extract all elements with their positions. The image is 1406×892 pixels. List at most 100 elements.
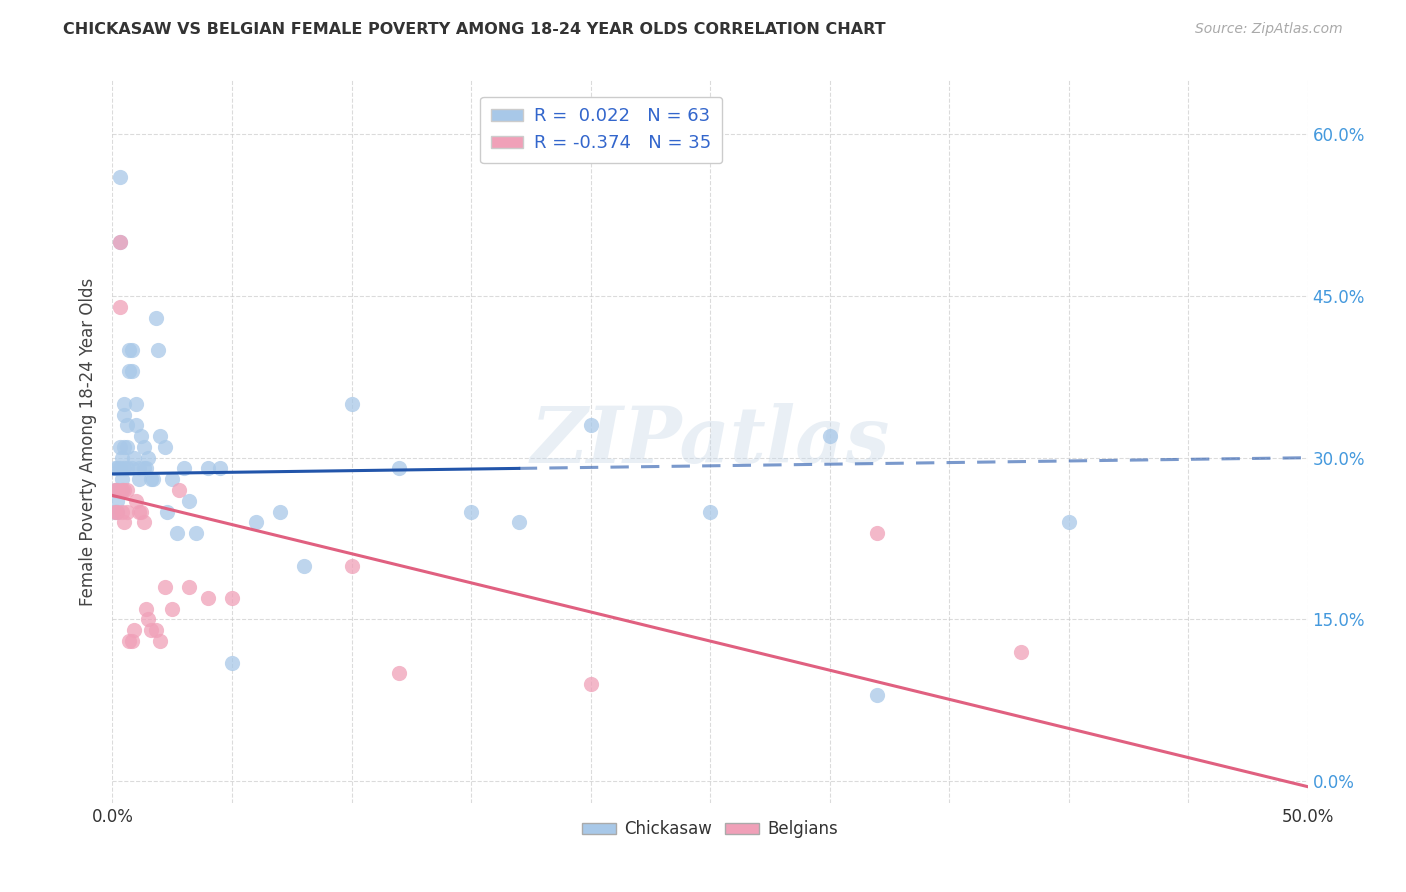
Point	[128, 472, 150, 486]
Point	[118, 634, 141, 648]
Point	[579, 418, 602, 433]
Point	[340, 558, 363, 573]
Point	[104, 483, 127, 497]
Point	[818, 429, 841, 443]
Point	[115, 418, 138, 433]
Point	[177, 493, 200, 508]
Point	[292, 558, 315, 573]
Point	[104, 505, 127, 519]
Point	[122, 624, 145, 638]
Point	[114, 408, 135, 422]
Point	[209, 461, 232, 475]
Point	[121, 461, 143, 475]
Point	[115, 483, 138, 497]
Point	[579, 677, 602, 691]
Point	[105, 461, 128, 475]
Point	[111, 450, 134, 465]
Point	[197, 591, 219, 605]
Point	[135, 601, 157, 615]
Point	[388, 666, 411, 681]
Point	[118, 364, 141, 378]
Point	[105, 505, 128, 519]
Point	[508, 516, 530, 530]
Point	[105, 493, 128, 508]
Point	[340, 397, 363, 411]
Point	[108, 461, 131, 475]
Point	[122, 450, 145, 465]
Point	[138, 450, 160, 465]
Point	[108, 170, 131, 185]
Point	[866, 688, 889, 702]
Point	[104, 483, 127, 497]
Point	[115, 440, 138, 454]
Point	[135, 461, 157, 475]
Point	[125, 418, 148, 433]
Point	[245, 516, 267, 530]
Point	[105, 483, 128, 497]
Point	[173, 461, 195, 475]
Point	[121, 364, 143, 378]
Point	[125, 397, 148, 411]
Point	[221, 591, 243, 605]
Point	[139, 472, 162, 486]
Point	[166, 526, 188, 541]
Point	[111, 472, 134, 486]
Point	[108, 440, 131, 454]
Point	[197, 461, 219, 475]
Point	[1057, 516, 1080, 530]
Point	[177, 580, 200, 594]
Point	[125, 493, 148, 508]
Point	[111, 483, 134, 497]
Point	[132, 516, 155, 530]
Point	[105, 483, 128, 497]
Point	[108, 235, 131, 249]
Text: CHICKASAW VS BELGIAN FEMALE POVERTY AMONG 18-24 YEAR OLDS CORRELATION CHART: CHICKASAW VS BELGIAN FEMALE POVERTY AMON…	[63, 22, 886, 37]
Point	[114, 483, 135, 497]
Point	[699, 505, 721, 519]
Point	[111, 483, 134, 497]
Point	[186, 526, 208, 541]
Point	[139, 624, 162, 638]
Point	[162, 601, 183, 615]
Legend: Chickasaw, Belgians: Chickasaw, Belgians	[575, 814, 845, 845]
Point	[115, 505, 138, 519]
Point	[121, 343, 143, 357]
Text: Source: ZipAtlas.com: Source: ZipAtlas.com	[1195, 22, 1343, 37]
Point	[111, 505, 134, 519]
Point	[1010, 645, 1032, 659]
Point	[104, 461, 127, 475]
Point	[132, 461, 155, 475]
Point	[115, 461, 138, 475]
Point	[114, 516, 135, 530]
Point	[145, 310, 167, 325]
Point	[221, 656, 243, 670]
Point	[156, 505, 179, 519]
Point	[149, 429, 172, 443]
Point	[105, 505, 128, 519]
Point	[114, 397, 135, 411]
Point	[460, 505, 482, 519]
Point	[149, 634, 172, 648]
Text: ZIPatlas: ZIPatlas	[530, 403, 890, 480]
Point	[132, 440, 155, 454]
Point	[142, 472, 165, 486]
Point	[104, 505, 127, 519]
Point	[169, 483, 191, 497]
Point	[138, 612, 160, 626]
Point	[146, 343, 169, 357]
Point	[108, 235, 131, 249]
Point	[129, 505, 152, 519]
Point	[388, 461, 411, 475]
Point	[128, 461, 150, 475]
Y-axis label: Female Poverty Among 18-24 Year Olds: Female Poverty Among 18-24 Year Olds	[79, 277, 97, 606]
Point	[129, 429, 152, 443]
Point	[114, 461, 135, 475]
Point	[153, 440, 176, 454]
Point	[118, 343, 141, 357]
Point	[145, 624, 167, 638]
Point	[866, 526, 889, 541]
Point	[108, 300, 131, 314]
Point	[114, 440, 135, 454]
Point	[128, 505, 150, 519]
Point	[269, 505, 291, 519]
